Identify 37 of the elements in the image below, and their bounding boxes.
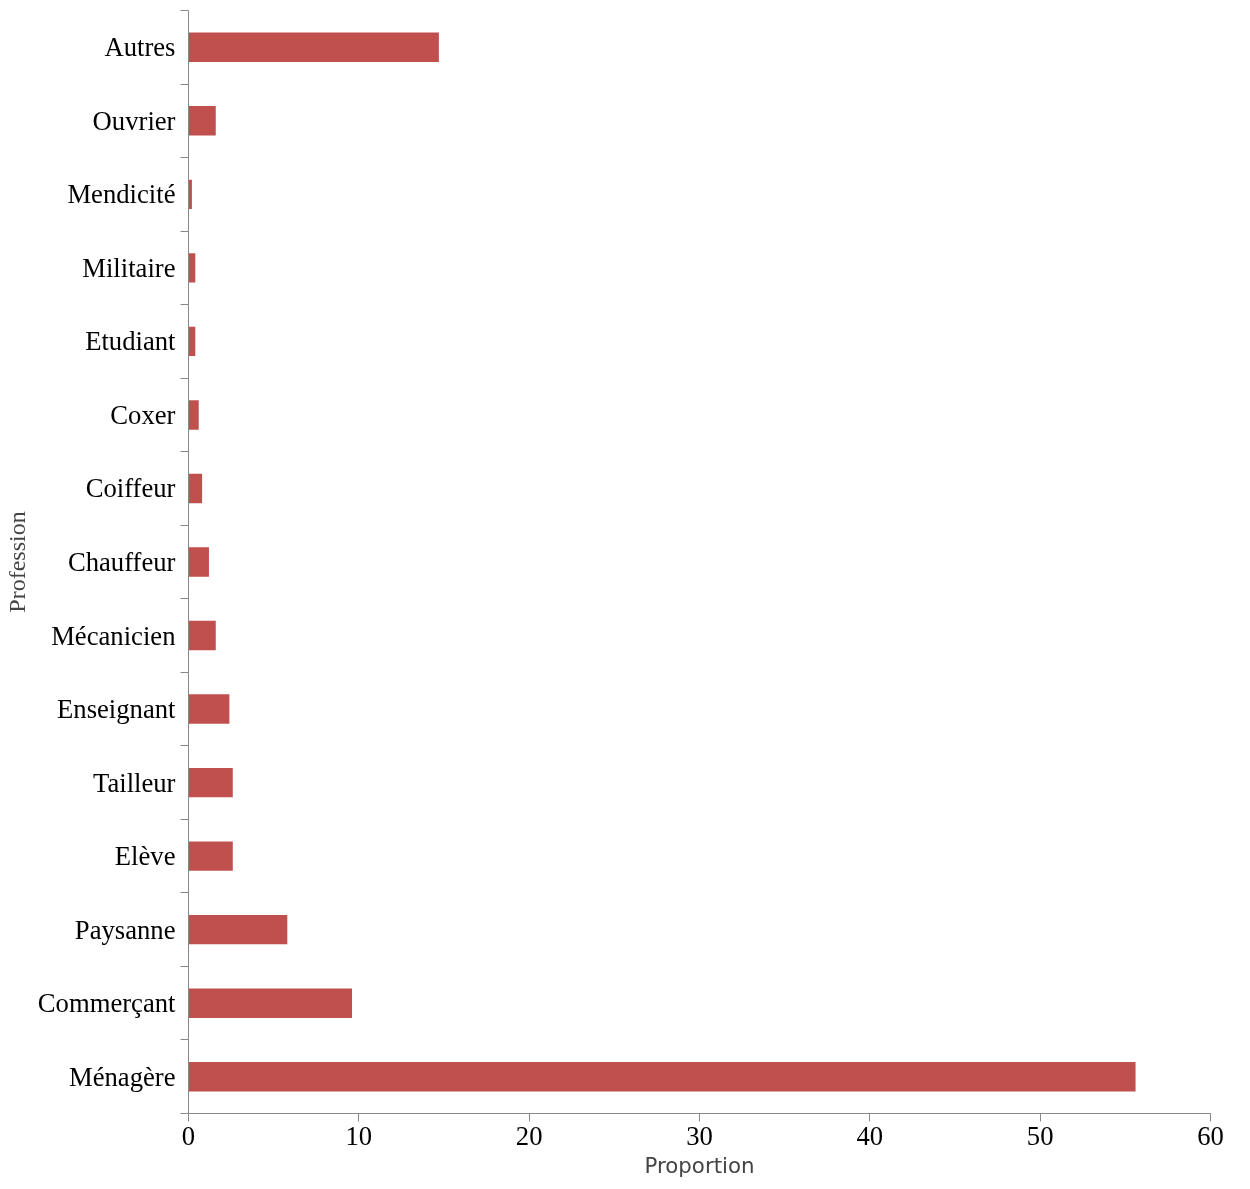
y-tick-label: Elève	[114, 841, 176, 872]
bar	[188, 473, 203, 504]
bar	[188, 694, 230, 724]
y-tick-label: Coiffeur	[85, 473, 176, 504]
x-tick-label: 40	[856, 1120, 884, 1151]
x-axis-title: Proportion	[644, 1152, 755, 1178]
y-tick-label: Mendicité	[67, 179, 176, 210]
x-tick-label: 10	[345, 1120, 373, 1151]
bar	[188, 32, 439, 62]
x-tick-label: 30	[686, 1120, 713, 1151]
y-tick-label: Ouvrier	[92, 105, 176, 136]
y-tick-label: Mécanicien	[51, 620, 176, 651]
y-tick-label: Tailleur	[92, 767, 176, 798]
x-tick-label: 50	[1026, 1120, 1054, 1151]
y-tick-label: Enseignant	[57, 694, 177, 725]
bar	[188, 253, 196, 283]
y-tick-label: Autres	[104, 32, 176, 63]
y-tick-label: Coxer	[110, 399, 176, 430]
y-tick-label: Commerçant	[37, 988, 177, 1019]
x-tick-label: 0	[181, 1120, 196, 1151]
bar	[188, 767, 233, 798]
bar	[188, 547, 209, 577]
y-axis-title: Profession	[3, 511, 30, 613]
bar	[188, 988, 353, 1018]
bar	[188, 106, 216, 136]
x-tick-label: 60	[1197, 1120, 1224, 1151]
x-tick-label: 20	[515, 1120, 543, 1151]
bar	[188, 841, 233, 871]
y-tick-label: Militaire	[82, 252, 176, 283]
bar	[188, 1062, 1136, 1092]
y-tick-label: Etudiant	[85, 326, 177, 357]
y-tick-label: Chauffeur	[67, 547, 176, 577]
y-tick-label: Paysanne	[74, 914, 176, 945]
y-tick-label: Ménagère	[68, 1061, 176, 1092]
bar	[188, 914, 288, 945]
bar	[188, 620, 216, 651]
bar	[188, 400, 199, 430]
